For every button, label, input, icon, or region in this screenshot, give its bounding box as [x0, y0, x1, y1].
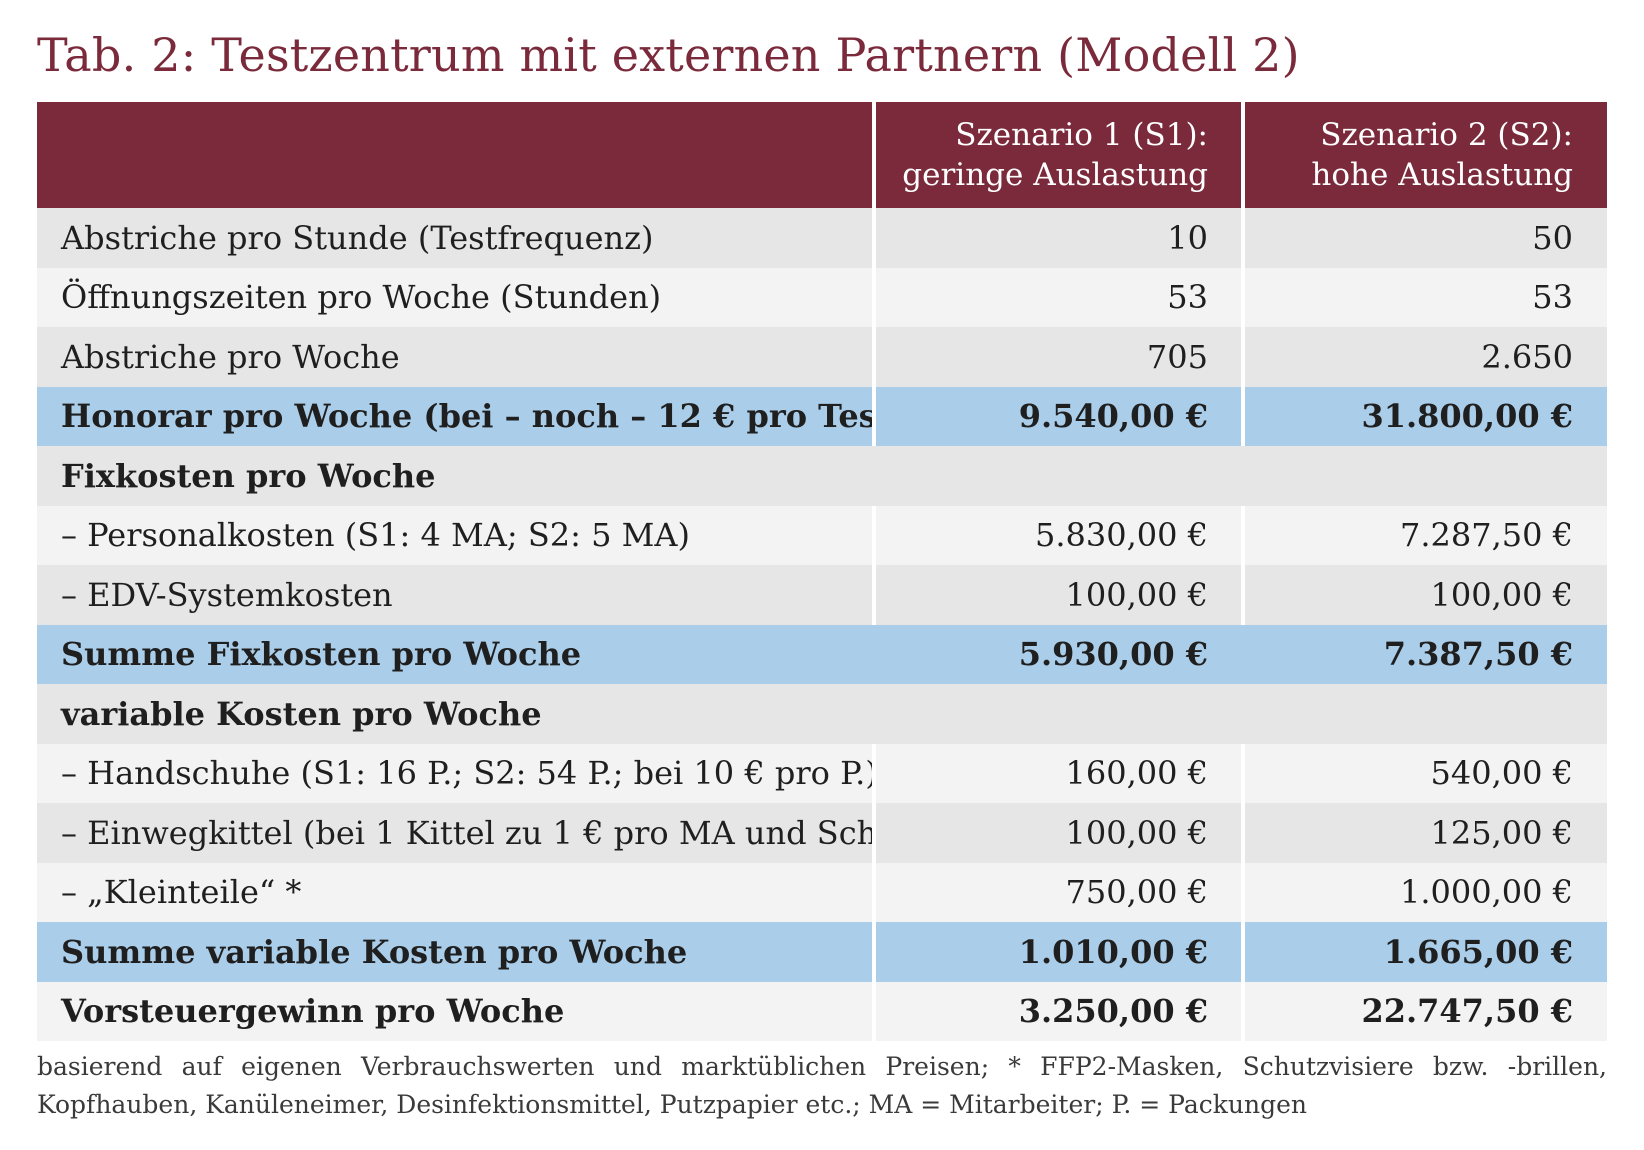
table-row: – Personalkosten (S1: 4 MA; S2: 5 MA) 5.…: [37, 505, 1607, 565]
row-label: Summe variable Kosten pro Woche: [37, 922, 872, 982]
table-title: Tab. 2: Testzentrum mit externen Partner…: [37, 28, 1300, 82]
table-row: Abstriche pro Stunde (Testfrequenz) 10 5…: [37, 208, 1607, 268]
row-value-s1: 9.540,00 €: [876, 386, 1241, 446]
table-section-row: variable Kosten pro Woche: [37, 684, 1607, 744]
row-label: – „Kleinteile“ *: [37, 862, 872, 922]
section-label: Fixkosten pro Woche: [37, 446, 872, 506]
row-label: Öffnungszeiten pro Woche (Stunden): [37, 267, 872, 327]
row-value-s2: [1241, 446, 1607, 506]
row-value-s1: 1.010,00 €: [876, 922, 1241, 982]
row-value-s2: 100,00 €: [1245, 565, 1607, 625]
row-value-s1: 100,00 €: [876, 803, 1241, 863]
table-footnote: basierend auf eigenen Verbrauchswerten u…: [37, 1052, 1607, 1119]
header-scenario-2-line2: hohe Auslastung: [1311, 157, 1573, 193]
row-value-s1: [872, 446, 1241, 506]
table-row: – Handschuhe (S1: 16 P.; S2: 54 P.; bei …: [37, 743, 1607, 803]
header-scenario-1-line2: geringe Auslastung: [902, 157, 1208, 193]
table-row: – „Kleinteile“ * 750,00 € 1.000,00 €: [37, 862, 1607, 922]
table-row: Abstriche pro Woche 705 2.650: [37, 327, 1607, 387]
row-value-s2: 7.387,50 €: [1241, 624, 1607, 684]
table-header-row: Szenario 1 (S1): geringe Auslastung Szen…: [37, 102, 1607, 208]
row-label: – Handschuhe (S1: 16 P.; S2: 54 P.; bei …: [37, 743, 872, 803]
row-value-s2: 31.800,00 €: [1245, 386, 1607, 446]
table-row-highlight: Honorar pro Woche (bei – noch – 12 € pro…: [37, 386, 1607, 446]
table-row-total: Vorsteuergewinn pro Woche 3.250,00 € 22.…: [37, 981, 1607, 1041]
row-value-s1: 705: [876, 327, 1241, 387]
row-label: Abstriche pro Stunde (Testfrequenz): [37, 208, 872, 268]
section-label: variable Kosten pro Woche: [37, 684, 872, 744]
row-value-s2: 540,00 €: [1245, 743, 1607, 803]
row-value-s2: 1.000,00 €: [1245, 862, 1607, 922]
table-row: – Einwegkittel (bei 1 Kittel zu 1 € pro …: [37, 803, 1607, 863]
row-label: Vorsteuergewinn pro Woche: [37, 981, 872, 1041]
table-row-highlight: Summe variable Kosten pro Woche 1.010,00…: [37, 922, 1607, 982]
row-label: – EDV-Systemkosten: [37, 565, 872, 625]
row-label: – Einwegkittel (bei 1 Kittel zu 1 € pro …: [37, 803, 872, 863]
table-row: Öffnungszeiten pro Woche (Stunden) 53 53: [37, 267, 1607, 327]
row-value-s2: 7.287,50 €: [1245, 505, 1607, 565]
row-value-s2: 50: [1245, 208, 1607, 268]
row-value-s1: 5.930,00 €: [872, 624, 1241, 684]
header-scenario-2-line1: Szenario 2 (S2):: [1320, 116, 1573, 153]
row-label: Summe Fixkosten pro Woche: [37, 624, 872, 684]
header-scenario-1: Szenario 1 (S1): geringe Auslastung: [876, 102, 1241, 208]
row-value-s1: 5.830,00 €: [876, 505, 1241, 565]
table-row-highlight: Summe Fixkosten pro Woche 5.930,00 € 7.3…: [37, 624, 1607, 684]
row-label: – Personalkosten (S1: 4 MA; S2: 5 MA): [37, 505, 872, 565]
row-value-s1: 160,00 €: [876, 743, 1241, 803]
header-label-cell: [37, 102, 872, 208]
table-row: – EDV-Systemkosten 100,00 € 100,00 €: [37, 565, 1607, 625]
row-value-s2: [1241, 684, 1607, 744]
row-value-s1: [872, 684, 1241, 744]
header-scenario-2: Szenario 2 (S2): hohe Auslastung: [1245, 102, 1607, 208]
header-scenario-1-line1: Szenario 1 (S1):: [955, 116, 1208, 153]
row-value-s1: 3.250,00 €: [876, 981, 1241, 1041]
table-section-row: Fixkosten pro Woche: [37, 446, 1607, 506]
row-value-s2: 2.650: [1245, 327, 1607, 387]
row-value-s1: 10: [876, 208, 1241, 268]
row-label: Honorar pro Woche (bei – noch – 12 € pro…: [37, 386, 872, 446]
row-value-s2: 1.665,00 €: [1245, 922, 1607, 982]
row-value-s1: 53: [876, 267, 1241, 327]
row-value-s2: 125,00 €: [1245, 803, 1607, 863]
row-value-s1: 750,00 €: [876, 862, 1241, 922]
row-value-s2: 22.747,50 €: [1245, 981, 1607, 1041]
row-value-s1: 100,00 €: [876, 565, 1241, 625]
row-value-s2: 53: [1245, 267, 1607, 327]
cost-table: Szenario 1 (S1): geringe Auslastung Szen…: [37, 102, 1607, 1041]
row-label: Abstriche pro Woche: [37, 327, 872, 387]
